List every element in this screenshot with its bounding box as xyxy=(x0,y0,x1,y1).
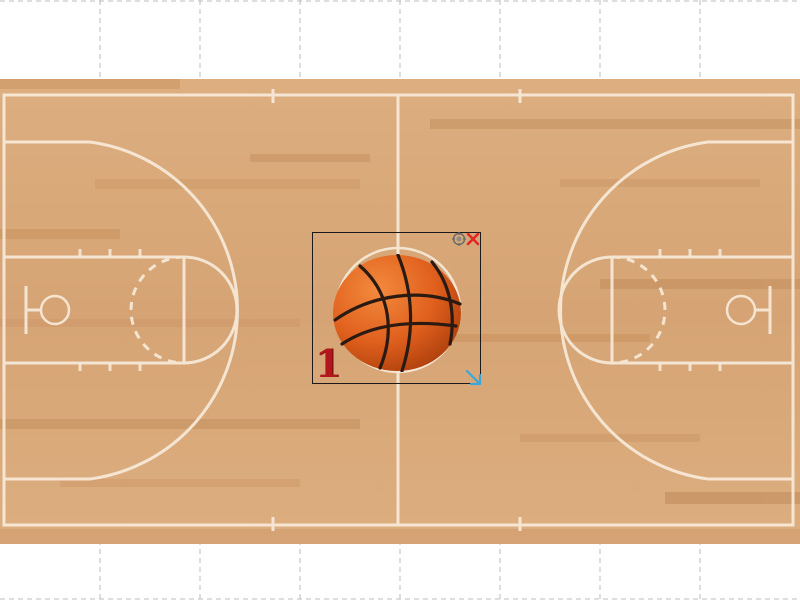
rotate-icon[interactable] xyxy=(452,232,466,246)
selected-item-bounding-box[interactable] xyxy=(312,232,481,384)
resize-arrow-icon[interactable] xyxy=(464,368,484,388)
item-index-label: 1 xyxy=(315,341,342,386)
close-icon[interactable] xyxy=(465,231,481,247)
basketball[interactable] xyxy=(332,254,462,372)
